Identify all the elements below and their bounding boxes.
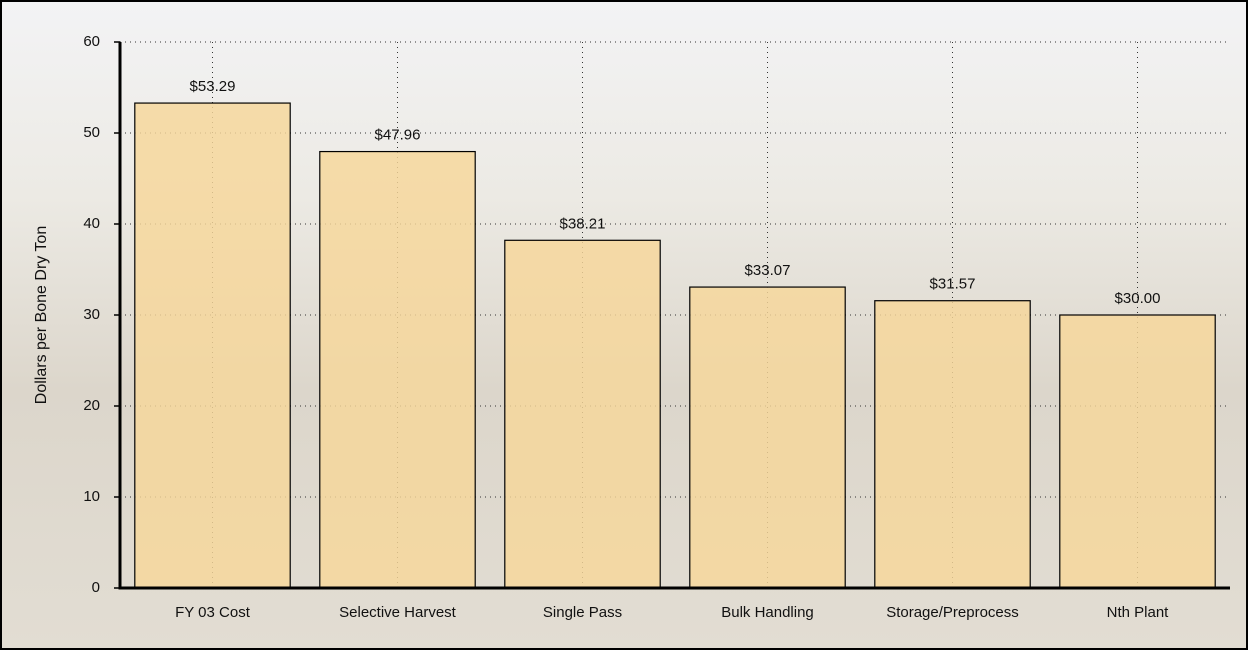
x-tick-label: Single Pass: [543, 604, 622, 621]
value-label: $38.21: [560, 215, 606, 232]
y-tick-label: 10: [83, 488, 100, 505]
bar: [1059, 314, 1216, 589]
bar: [504, 239, 661, 589]
x-tick-label: Nth Plant: [1107, 604, 1170, 621]
bar: [319, 150, 476, 589]
bar: [689, 286, 846, 589]
x-tick-label: Bulk Handling: [721, 604, 814, 621]
x-tick-label: Selective Harvest: [339, 604, 457, 621]
value-label: $31.57: [930, 276, 976, 293]
y-tick-label: 30: [83, 306, 100, 323]
y-tick-label: 60: [83, 33, 100, 50]
bar: [134, 102, 291, 589]
value-label: $47.96: [375, 127, 421, 144]
bar: [874, 300, 1031, 589]
y-tick-label: 50: [83, 124, 100, 141]
value-label: $30.00: [1115, 290, 1161, 307]
x-tick-label: Storage/Preprocess: [886, 604, 1019, 621]
x-tick-label: FY 03 Cost: [175, 604, 251, 621]
y-tick-label: 40: [83, 215, 100, 232]
value-label: $53.29: [190, 78, 236, 95]
y-tick-label: 0: [92, 579, 100, 596]
y-axis-label: Dollars per Bone Dry Ton: [33, 226, 50, 404]
y-tick-label: 20: [83, 397, 100, 414]
value-label: $33.07: [745, 262, 791, 279]
